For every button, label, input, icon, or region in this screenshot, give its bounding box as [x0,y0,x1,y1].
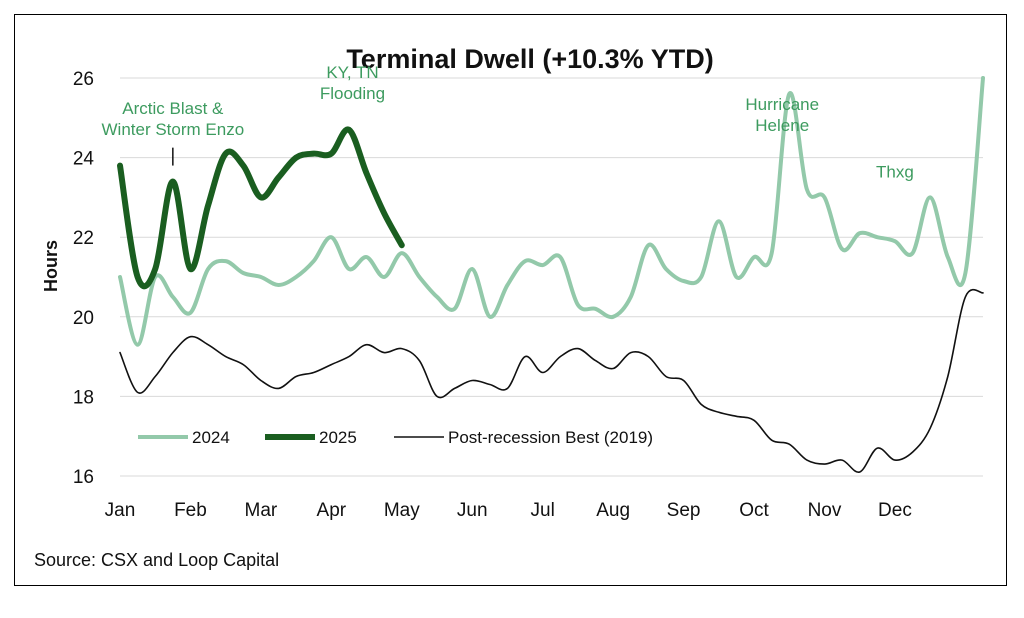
annotations: Arctic Blast & Winter Storm Enzo KY, TN Flo… [102,63,914,182]
annotation: Arctic Blast & Winter Storm Enzo [102,99,245,166]
annotation-text: Hurricane [745,95,819,114]
y-tick-label: 24 [73,149,95,170]
x-axis-ticks: Jan Feb Mar Apr May Jun Jul Aug Sep Oct Nov Dec [105,500,912,521]
legend-label: Post-recession Best (2019) [448,428,653,447]
x-tick-label: Mar [245,500,278,521]
annotation-text: Flooding [320,84,385,103]
annotation-text: Thxg [876,163,914,182]
x-tick-label: Jun [457,500,488,521]
x-tick-label: Jan [105,500,136,521]
x-tick-label: Aug [596,500,630,521]
x-tick-label: Dec [878,500,912,521]
x-tick-label: Oct [739,500,769,521]
series-2024-line [118,76,985,347]
y-tick-label: 18 [73,387,94,408]
annotation-text: Arctic Blast & [122,99,224,118]
legend-label: 2025 [319,428,357,447]
series-2025-line [117,126,405,290]
y-axis-ticks: 16 18 20 22 24 26 [73,69,95,488]
series-lines [117,76,985,473]
y-tick-label: 22 [73,228,94,249]
y-tick-label: 26 [73,69,94,90]
y-tick-label: 20 [73,308,94,329]
legend: 2024 2025 Post-recession Best (2019) [138,428,653,447]
x-tick-label: Nov [808,500,842,521]
annotation: Hurricane Helene [745,95,819,135]
x-tick-label: Sep [667,500,701,521]
gridlines [120,77,983,477]
annotation-text: Helene [755,116,809,135]
y-tick-label: 16 [73,467,94,488]
legend-label: 2024 [192,428,230,447]
x-tick-label: Jul [531,500,555,521]
x-tick-label: Apr [317,500,347,521]
annotation-text: Winter Storm Enzo [102,120,245,139]
chart-frame [14,14,1007,586]
annotation: Thxg [876,163,914,182]
source-note: Source: CSX and Loop Capital [34,550,279,570]
annotation-text: KY, TN [326,63,378,82]
annotation: KY, TN Flooding [320,63,385,103]
chart-title: Terminal Dwell (+10.3% YTD) [346,44,713,74]
y-axis-label: Hours [41,240,61,292]
x-tick-label: May [384,500,420,521]
series-2019-line [119,288,984,473]
x-tick-label: Feb [174,500,207,521]
